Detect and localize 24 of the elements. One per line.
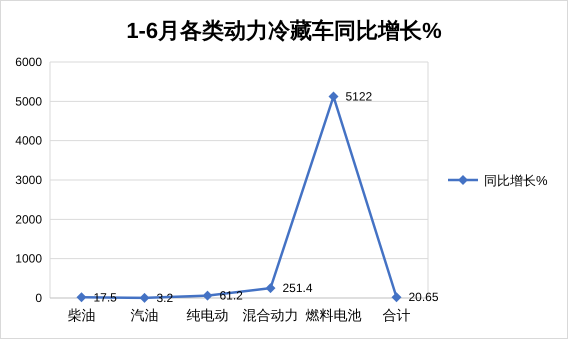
point	[328, 92, 338, 102]
x-tick-label: 混合动力	[242, 307, 298, 323]
y-tick-label: 4000	[15, 134, 42, 148]
y-tick-label: 1000	[15, 252, 42, 266]
point	[266, 283, 276, 294]
y-tick-label: 3000	[15, 173, 42, 187]
y-tick-label: 0	[35, 291, 42, 305]
data-label: 251.4	[282, 281, 313, 296]
y-tick-label: 6000	[15, 55, 42, 69]
y-tick-label: 2000	[15, 212, 42, 226]
x-tick-label: 燃料电池	[306, 307, 362, 323]
point	[140, 292, 150, 303]
x-tick-label: 柴油	[68, 307, 96, 323]
data-label: 20.65	[408, 290, 439, 304]
point	[76, 292, 86, 302]
point	[392, 292, 402, 302]
chart-title: 1-6月各类动力冷藏车同比增长%	[126, 18, 442, 43]
data-label: 5122	[346, 90, 373, 104]
point	[202, 290, 212, 301]
y-tick-label: 5000	[15, 94, 42, 108]
legend-label: 同比增长%	[484, 173, 548, 188]
x-tick-label: 汽油	[130, 307, 158, 323]
x-tick-label: 纯电动	[186, 307, 228, 323]
x-tick-label: 合计	[382, 307, 410, 323]
